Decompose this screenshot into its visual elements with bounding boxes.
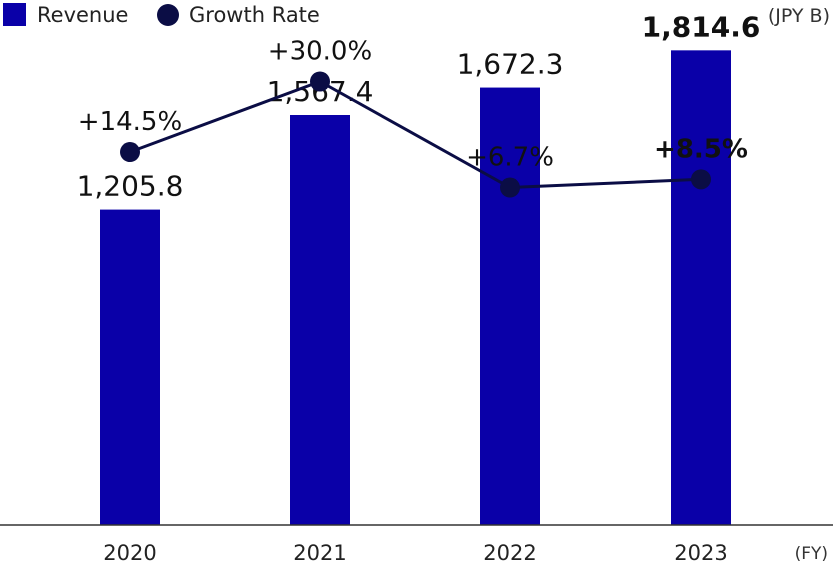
x-tick-2022: 2022	[483, 541, 536, 565]
growth-label-2022: +6.7%	[466, 143, 554, 173]
revenue-bar-2021	[290, 115, 350, 525]
legend-marker-growth-rate	[157, 4, 179, 26]
growth-label-2023: +8.5%	[654, 134, 748, 164]
growth-rate-points	[120, 71, 711, 198]
legend-label-growth-rate: Growth Rate	[189, 3, 320, 27]
legend-swatch-revenue	[3, 3, 26, 26]
revenue-label-2023: 1,814.6	[642, 10, 761, 43]
revenue-bar-2020	[100, 209, 160, 525]
revenue-label-2022: 1,672.3	[457, 48, 564, 81]
growth-point-2021	[310, 71, 330, 92]
growth-point-2022	[500, 177, 520, 198]
growth-point-2023	[691, 169, 711, 190]
x-axis-tick-labels: 2020 2021 2022 2023	[103, 541, 727, 565]
legend-label-revenue: Revenue	[37, 3, 128, 27]
growth-rate-labels: +14.5% +30.0% +6.7% +8.5%	[78, 37, 748, 173]
revenue-bar-labels: 1,205.81,567.41,672.31,814.6	[77, 10, 761, 202]
growth-point-2020	[120, 142, 140, 163]
legend: Revenue Growth Rate	[3, 3, 320, 27]
growth-label-2020: +14.5%	[78, 107, 182, 137]
x-tick-2023: 2023	[674, 541, 727, 565]
revenue-bar-2022	[480, 87, 540, 525]
growth-label-2021: +30.0%	[268, 37, 372, 67]
unit-label: (JPY B)	[768, 5, 830, 27]
growth-rate-line	[129, 79, 702, 190]
revenue-bars	[100, 50, 731, 526]
x-axis-unit-label: (FY)	[795, 544, 828, 564]
x-tick-2020: 2020	[103, 541, 156, 565]
x-tick-2021: 2021	[293, 541, 346, 565]
revenue-label-2020: 1,205.8	[77, 170, 184, 203]
revenue-bar-2023	[671, 50, 731, 526]
